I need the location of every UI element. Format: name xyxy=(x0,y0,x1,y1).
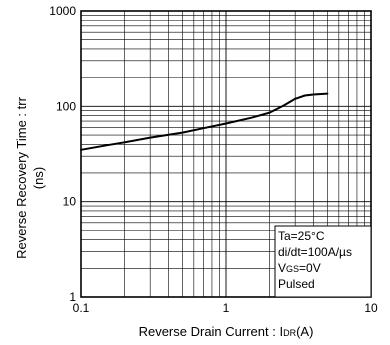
conditions-box: Ta=25°C di/dt=100A/µs VGS=0V Pulsed xyxy=(274,225,372,298)
condition-pulsed: Pulsed xyxy=(278,277,315,291)
y-tick-label: 1000 xyxy=(49,4,76,18)
x-axis-label: Reverse Drain Current : IDR(A) xyxy=(139,324,314,339)
y-axis-unit: (ns) xyxy=(31,167,46,189)
condition-vgs: VGS=0V xyxy=(278,261,321,275)
condition-vgs-tail: =0V xyxy=(299,261,321,275)
condition-vgs-main: V xyxy=(278,261,286,275)
series-line-group xyxy=(80,92,329,151)
y-axis-label: Reverse Recovery Time : trr xyxy=(14,96,29,258)
y-tick-label: 100 xyxy=(56,99,76,113)
series-line-0 xyxy=(80,92,329,151)
x-tick-label: 10 xyxy=(364,301,378,315)
x-axis-label-sub: DR xyxy=(283,328,296,338)
y-tick-label: 10 xyxy=(63,195,77,209)
plot-frame xyxy=(80,10,372,298)
x-axis-label-tail: (A) xyxy=(296,324,313,339)
condition-didt: di/dt=100A/µs xyxy=(278,245,352,259)
x-axis-label-main: Reverse Drain Current : I xyxy=(139,324,284,339)
conditions-box-bg xyxy=(274,225,372,298)
condition-temperature: Ta=25°C xyxy=(278,229,325,243)
y-tick-label: 1 xyxy=(69,290,76,304)
x-tick-label: 0.1 xyxy=(73,301,90,315)
condition-vgs-sub: GS xyxy=(286,264,299,274)
x-tick-label: 1 xyxy=(223,301,230,315)
